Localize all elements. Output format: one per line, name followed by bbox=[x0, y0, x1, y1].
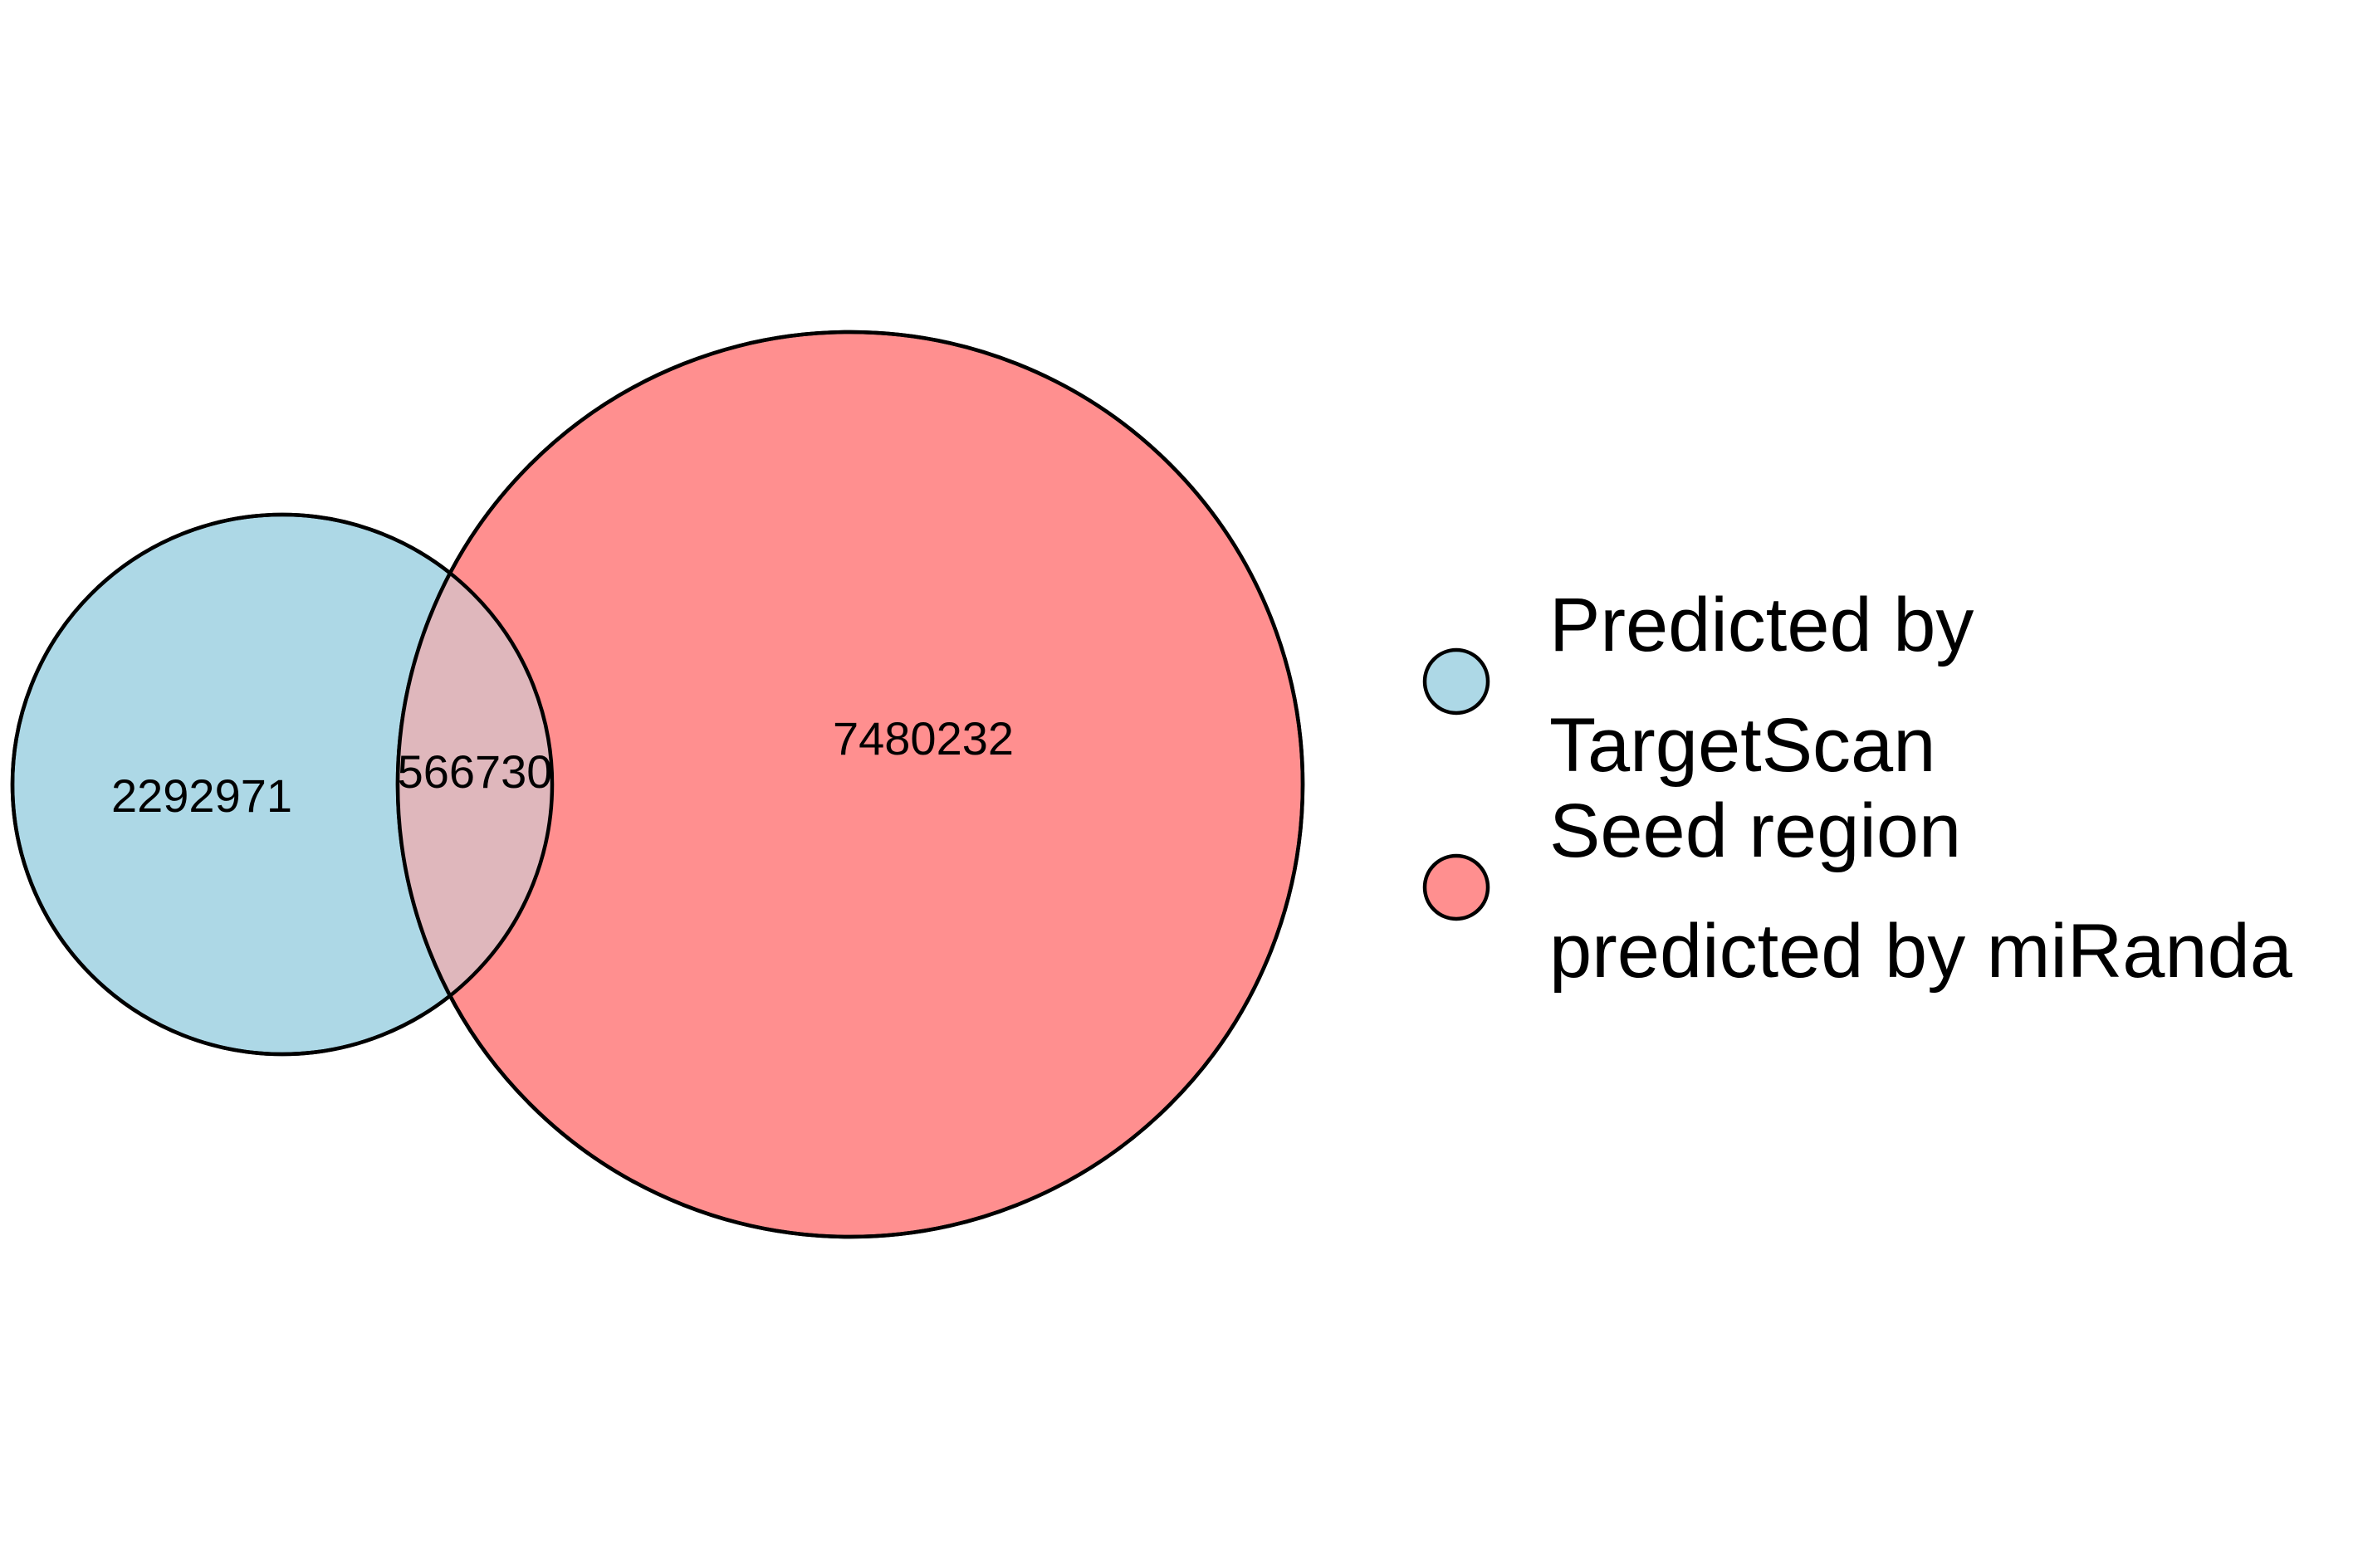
targetscan-outline bbox=[10, 512, 555, 1057]
legend-swatch-targetscan bbox=[1422, 647, 1490, 716]
legend-label-miranda-line1: Seed region bbox=[1549, 789, 1961, 873]
count-miranda-only: 7480232 bbox=[833, 712, 1014, 764]
miranda-outline bbox=[395, 330, 1305, 1239]
count-overlap: 566730 bbox=[398, 745, 553, 798]
legend-item-targetscan: Predicted by TargetScan bbox=[1422, 583, 1974, 788]
legend-item-miranda: Seed region predicted by miRanda bbox=[1422, 789, 2293, 994]
count-targetscan-only: 2292971 bbox=[111, 769, 292, 822]
legend-swatch-miranda bbox=[1422, 853, 1490, 921]
legend-label-miranda-line2: predicted by miRanda bbox=[1549, 909, 2293, 994]
legend-label-targetscan-line1: Predicted by bbox=[1549, 583, 1974, 667]
legend-label-targetscan-line2: TargetScan bbox=[1549, 703, 1935, 788]
legend: Predicted by TargetScan Seed region pred… bbox=[1422, 583, 2293, 994]
